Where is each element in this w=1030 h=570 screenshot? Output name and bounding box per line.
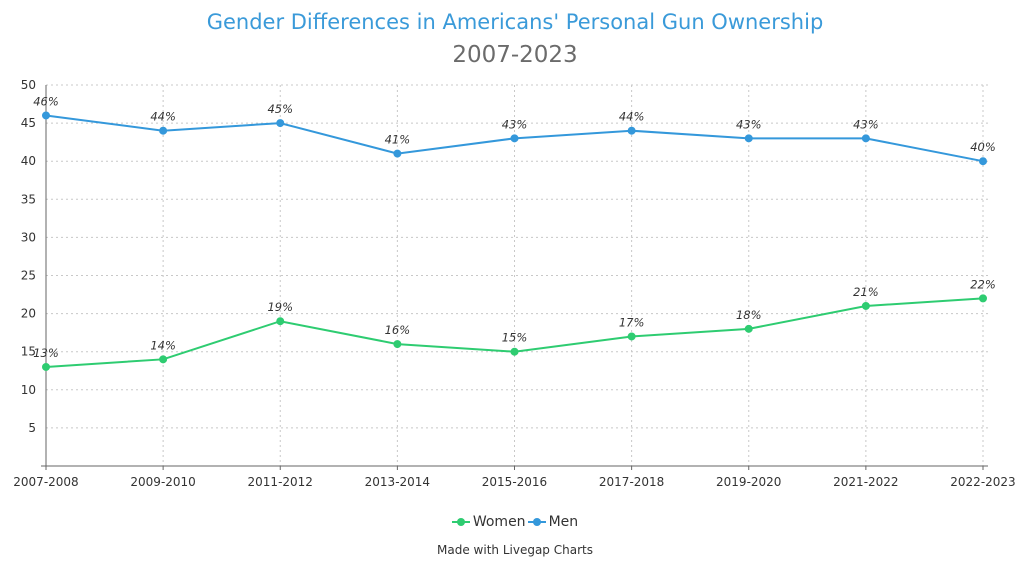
y-tick-label: 35 [21, 192, 36, 206]
chart-title: Gender Differences in Americans' Persona… [206, 10, 824, 34]
data-point-men [510, 134, 519, 143]
data-point-women [744, 324, 753, 333]
y-tick-label: 20 [21, 307, 36, 321]
data-label-women: 21% [853, 285, 879, 299]
data-label-women: 18% [736, 308, 762, 322]
data-label-men: 43% [853, 117, 879, 131]
data-point-women [979, 294, 987, 303]
data-point-women [627, 332, 636, 341]
line-chart: 5 10 15 20 25 30 35 40 45 50 2007-2008 2009-2010 201… [13, 78, 1015, 489]
axis-layer: 5 10 15 20 25 30 35 40 45 50 2007-2008 2009-2010 201… [13, 78, 1015, 489]
credit-text: Made with Livegap Charts [437, 543, 593, 557]
data-point-women [276, 317, 285, 326]
x-tick-label: 2007-2008 [13, 475, 78, 489]
legend-label-men: Men [548, 514, 579, 530]
legend: Women Men [0, 514, 1030, 531]
data-label-men: 46% [33, 94, 59, 108]
data-label-men: 45% [267, 102, 293, 116]
data-point-men [861, 134, 870, 143]
y-tick-label: 25 [21, 269, 36, 283]
y-tick-label: 15 [21, 345, 36, 359]
legend-item-men[interactable]: Men [527, 514, 579, 530]
data-label-men: 44% [150, 110, 176, 124]
y-tick-label: 45 [21, 116, 36, 130]
data-label-men: 43% [736, 117, 762, 131]
legend-label-women: Women [472, 514, 526, 530]
data-point-men [393, 149, 402, 158]
y-tick-label: 40 [21, 154, 36, 168]
y-tick-label: 10 [21, 383, 36, 397]
data-point-men [276, 119, 285, 128]
legend-item-women[interactable]: Women [451, 514, 526, 530]
data-label-men: 44% [619, 110, 645, 124]
data-point-men [744, 134, 753, 143]
label-layer: 13% 14% 19% 16% 15% 17% 18% 21% 22% 46% 44% 45% 41% 4… [33, 94, 996, 359]
x-tick-label: 2009-2010 [130, 475, 195, 489]
data-point-women [159, 355, 168, 364]
data-point-women [861, 301, 870, 310]
x-tick-label: 2017-2018 [599, 475, 664, 489]
x-tick-label: 2013-2014 [365, 475, 430, 489]
legend-swatch-women [451, 517, 470, 527]
data-point-men [42, 111, 50, 120]
chart-subtitle: 2007-2023 [452, 42, 578, 68]
x-tick-label: 2011-2012 [248, 475, 313, 489]
x-tick-label: 2019-2020 [716, 475, 781, 489]
y-tick-label: 5 [28, 421, 36, 435]
data-label-women: 17% [619, 315, 645, 329]
x-tick-label: 2015-2016 [482, 475, 547, 489]
data-point-men [979, 157, 987, 166]
legend-swatch-men [527, 517, 546, 527]
data-label-women: 15% [502, 331, 528, 345]
y-tick-label: 30 [21, 230, 36, 244]
data-label-women: 14% [150, 338, 176, 352]
x-tick-label: 2022-2023 [950, 475, 1015, 489]
data-point-men [627, 126, 636, 135]
data-label-men: 40% [970, 140, 996, 154]
data-label-women: 16% [385, 323, 411, 337]
data-label-men: 41% [385, 133, 411, 147]
data-point-women [393, 340, 402, 349]
data-point-women [510, 347, 519, 356]
data-point-women [42, 362, 50, 371]
x-tick-label: 2021-2022 [833, 475, 898, 489]
data-point-men [159, 126, 168, 135]
data-label-women: 22% [970, 277, 996, 291]
data-label-men: 43% [502, 117, 528, 131]
y-tick-label: 50 [21, 78, 36, 92]
grid-layer [45, 84, 988, 466]
data-label-women: 19% [267, 300, 293, 314]
series-layer [42, 111, 987, 371]
data-label-women: 13% [33, 346, 59, 360]
